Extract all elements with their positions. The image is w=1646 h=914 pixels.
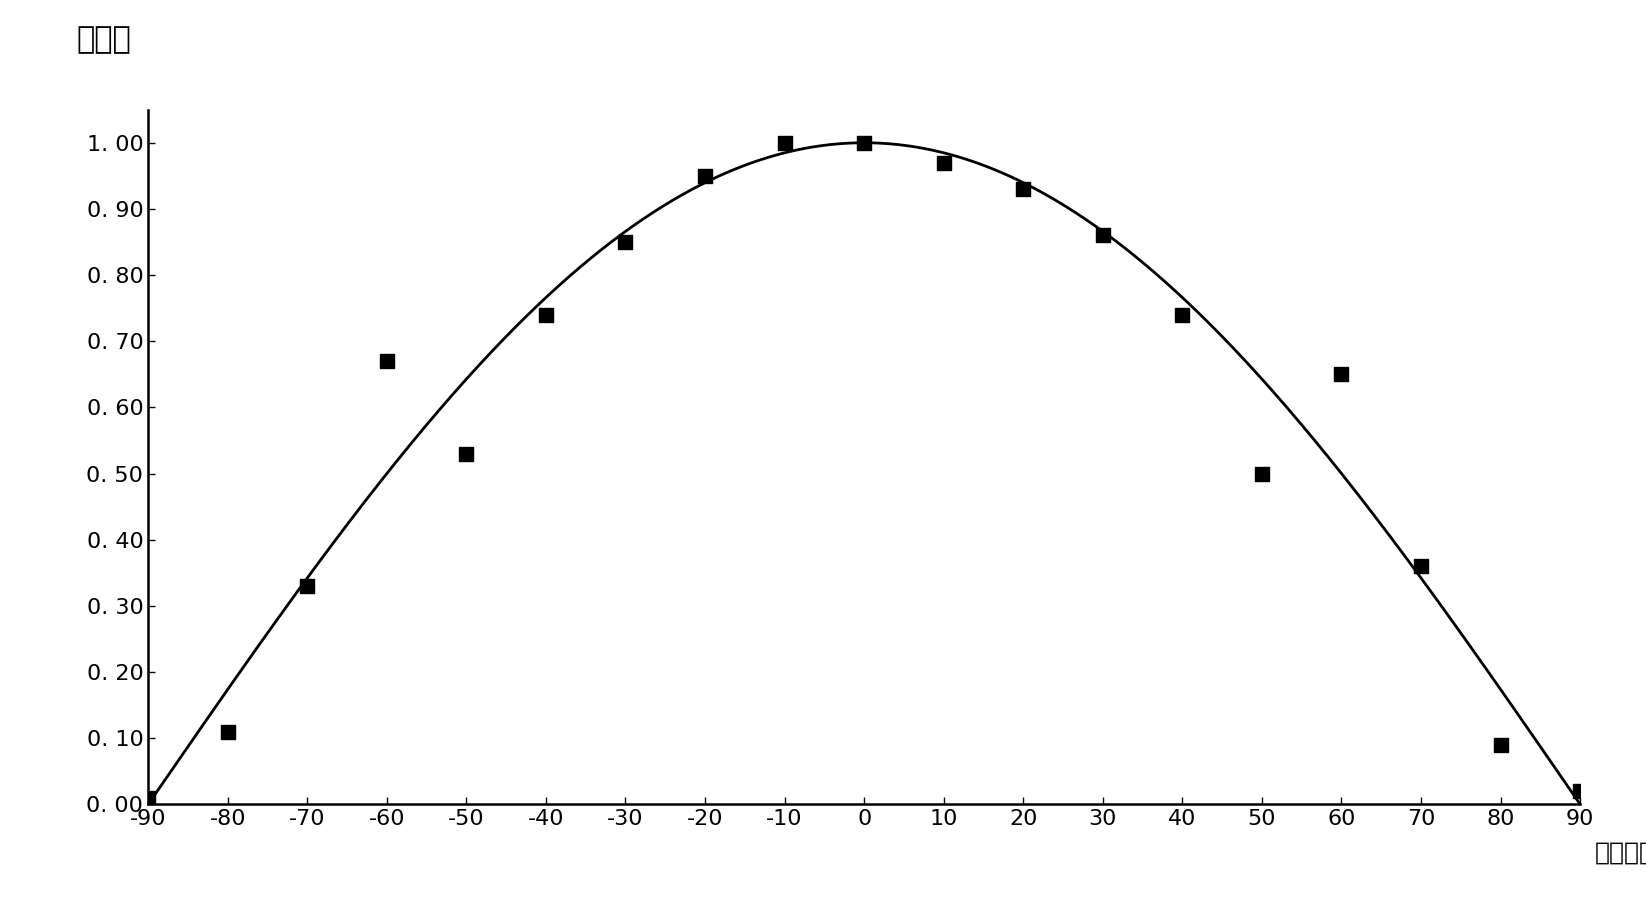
Point: [1249, 466, 1276, 481]
Text: 入射角（度）: 入射角（度）: [1595, 841, 1646, 865]
Point: [1169, 307, 1195, 322]
Text: 余弦値: 余弦値: [76, 25, 132, 54]
Point: [772, 135, 798, 150]
Point: [1488, 738, 1514, 752]
Point: [1011, 182, 1037, 197]
Point: [214, 724, 240, 739]
Point: [533, 307, 560, 322]
Point: [135, 791, 161, 805]
Point: [930, 155, 956, 170]
Point: [1567, 784, 1593, 799]
Point: [1090, 228, 1116, 243]
Point: [1328, 367, 1355, 382]
Point: [453, 446, 479, 461]
Point: [691, 168, 718, 183]
Point: [851, 135, 877, 150]
Point: [612, 235, 639, 250]
Point: [1407, 558, 1434, 573]
Point: [374, 354, 400, 368]
Point: [295, 579, 321, 593]
